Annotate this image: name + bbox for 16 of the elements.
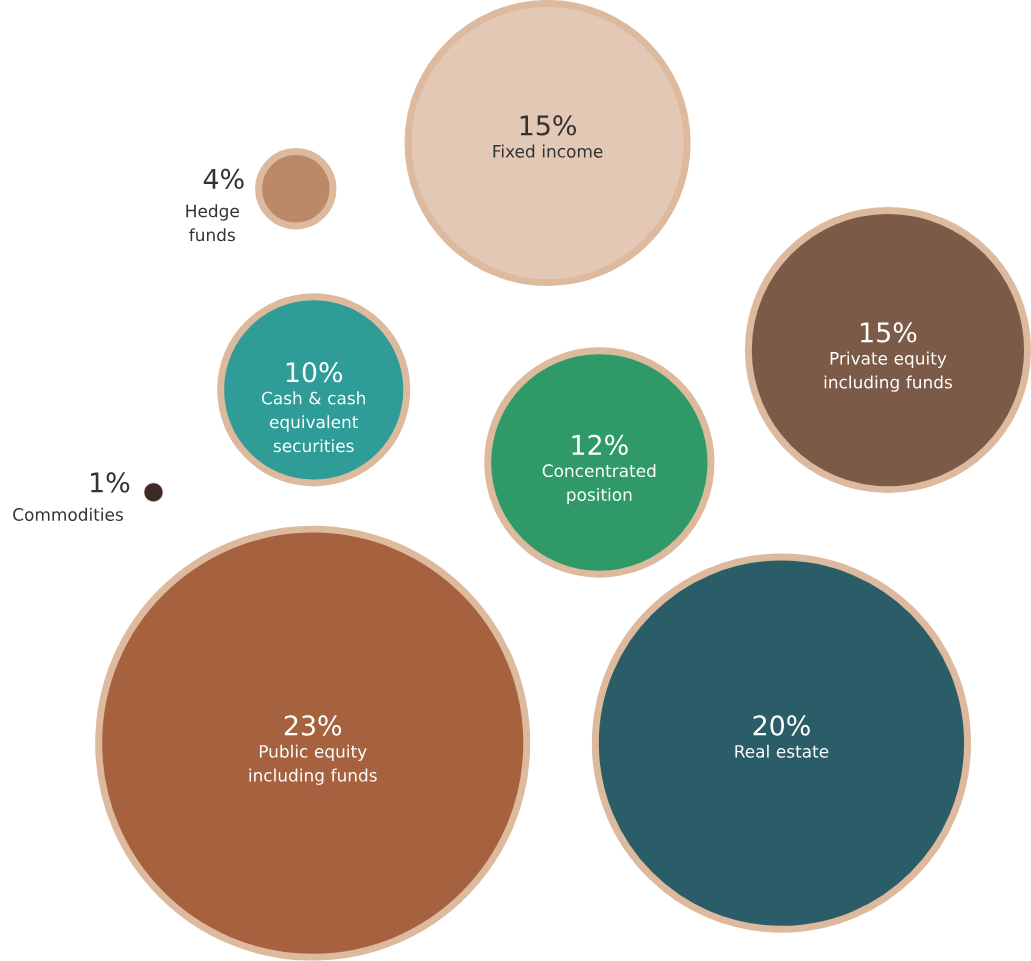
data-label: 1% bbox=[91, 472, 130, 493]
category-label: Commodities bbox=[13, 507, 123, 522]
data-label: 15% bbox=[520, 115, 576, 136]
category-label: Cash & cash equivalent securities bbox=[261, 391, 365, 453]
data-label: 12% bbox=[572, 434, 628, 456]
category-label: Private equity including funds bbox=[824, 351, 952, 392]
category-label: Fixed income bbox=[493, 144, 603, 158]
category-label: Hedge funds bbox=[186, 204, 239, 242]
data-label: 4% bbox=[203, 168, 244, 190]
category-label: Concentrated position bbox=[542, 464, 656, 505]
data-label: 10% bbox=[286, 362, 343, 383]
category-label: Public equity including funds bbox=[249, 744, 377, 786]
data-label: 23% bbox=[284, 715, 342, 736]
category-label: Real estate bbox=[735, 744, 829, 758]
data-label: 20% bbox=[753, 715, 810, 736]
data-label: 15% bbox=[861, 322, 917, 343]
